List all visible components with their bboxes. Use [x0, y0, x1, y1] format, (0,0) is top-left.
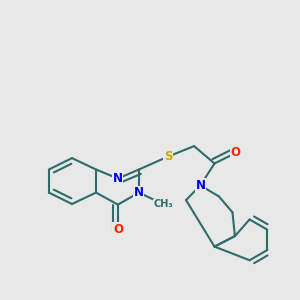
Text: N: N — [113, 172, 123, 185]
Text: O: O — [113, 223, 123, 236]
Text: N: N — [195, 179, 206, 192]
Text: O: O — [230, 146, 241, 160]
Text: N: N — [134, 186, 144, 199]
Text: S: S — [164, 150, 172, 163]
Text: CH₃: CH₃ — [153, 199, 173, 209]
